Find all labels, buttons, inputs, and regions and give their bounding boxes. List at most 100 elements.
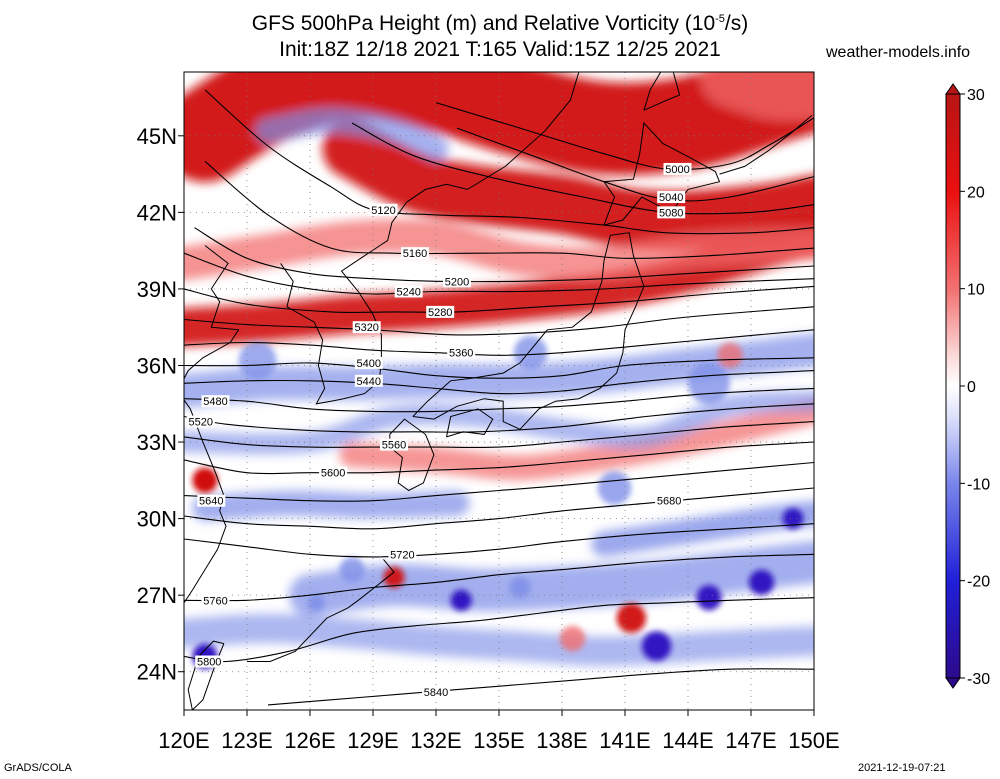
coastline-korea-west (280, 201, 408, 405)
vorticity-cell-neg-7 (450, 589, 472, 611)
contour-label-bg (401, 247, 429, 260)
contour-5040 (456, 127, 814, 202)
contour-label-bg (369, 203, 398, 216)
contour-label: 5600 (319, 466, 348, 480)
vorticity-cell-neg-11 (238, 341, 277, 380)
title-line-2: Init:18Z 12/18 2021 T:165 Valid:15Z 12/2… (279, 38, 721, 61)
vorticity-cell-pos-17 (717, 342, 743, 368)
vorticity-band-pos-4 (700, 72, 814, 121)
colorbar-tick-label: 10 (967, 282, 985, 299)
contour-label: 5040 (657, 191, 686, 204)
contour-label-text: 5840 (424, 687, 448, 699)
contour-label-bg (426, 305, 455, 318)
contour-5320 (184, 306, 814, 336)
lat-tick-label: 36N (137, 353, 177, 378)
coastline-ryukyu (247, 559, 395, 662)
contour-5160 (204, 160, 814, 259)
contour-label: 5480 (201, 395, 230, 408)
contour-label: 5760 (201, 594, 230, 607)
vorticity-cell-neg-5 (339, 557, 365, 583)
contour-label-text: 5320 (354, 322, 378, 334)
lat-tick-label: 33N (137, 430, 177, 455)
colorbar-tick-label: -10 (967, 476, 990, 493)
lon-tick-label: 150E (788, 728, 839, 753)
contour-label-bg (447, 346, 476, 359)
lat-tick-label: 42N (137, 200, 177, 225)
colorbar-tick-label: -30 (967, 671, 990, 688)
contour-label-bg (443, 275, 471, 288)
contour-label-bg (352, 321, 381, 334)
vorticity-cell-neg-3 (696, 585, 722, 611)
contour-label-bg (195, 655, 224, 668)
contour-label-text: 5360 (449, 348, 473, 360)
contour-5520 (184, 403, 814, 433)
colorbar: 30 20 10 0 -10 -20 -30 (945, 83, 990, 689)
contour-label-bg (663, 162, 692, 175)
contour-5280 (184, 285, 814, 314)
contour-label-text: 5200 (445, 276, 469, 288)
contour-label: 5240 (394, 285, 423, 298)
vorticity-band-pos-3 (184, 219, 814, 281)
lon-tick-label: 138E (536, 728, 587, 753)
site-label[interactable]: weather-models.info (826, 44, 971, 61)
contour-5720 (184, 523, 814, 558)
vorticity-cell-neg-14 (513, 335, 548, 370)
contour-5360 (184, 329, 814, 356)
vorticity-cell-neg-4 (748, 569, 775, 596)
vorticity-cell-neg-8 (509, 577, 531, 598)
contour-label-bg (657, 191, 686, 204)
contour-5480 (184, 387, 814, 413)
vorticity-cell-neg-9 (307, 594, 325, 612)
contour-label: 5440 (354, 374, 383, 388)
colorbar-max-arrow (945, 83, 961, 95)
height-contours: 5000 5040 5080 5120 5160 5200 5240 5280 5320 5360… (184, 89, 814, 706)
contour-label: 5520 (186, 415, 215, 429)
coastline-russia-coast (406, 72, 580, 203)
contour-label: 5200 (443, 275, 471, 288)
vorticity-band-pos-7 (339, 398, 814, 481)
contour-label: 5160 (401, 247, 429, 260)
contour-5680 (184, 487, 814, 530)
contour-label: 5080 (657, 206, 686, 219)
vorticity-cell-neg-15 (688, 362, 730, 405)
contour-5840 (267, 668, 814, 706)
contour-5440 (184, 370, 814, 395)
contour-label: 5840 (422, 686, 450, 699)
colorbar-tick-label: -20 (967, 574, 990, 591)
vorticity-cell-pos-0 (192, 467, 218, 493)
lon-tick-label: 132E (410, 728, 461, 753)
vorticity-band-pos-1 (322, 119, 814, 250)
map-title: GFS 500hPa Height (m) and Relative Vorti… (0, 6, 1000, 63)
contour-5400 (184, 357, 814, 379)
coastline-taiwan (187, 640, 225, 710)
contour-label: 5000 (663, 162, 692, 176)
contour-label-text: 5440 (357, 376, 381, 388)
contour-label-text: 5800 (197, 657, 221, 669)
contour-label-text: 5160 (403, 248, 427, 260)
contour-label-text: 5400 (357, 358, 381, 370)
coastline-japan-hokkaido (603, 121, 721, 226)
contour-label-text: 5520 (189, 417, 213, 429)
contour-5640 (184, 461, 814, 502)
contour-label-bg (354, 356, 383, 369)
contour-5240 (184, 252, 814, 295)
contour-label-bg (422, 686, 450, 699)
vorticity-cell-pos-6 (383, 566, 405, 588)
contour-5600 (184, 441, 814, 475)
contour-label-bg (201, 395, 230, 408)
contour-label-bg (655, 494, 684, 507)
colorbar-tick-label: 20 (967, 184, 985, 201)
contour-label-text: 5720 (390, 549, 414, 561)
contour-label: 5120 (369, 203, 398, 217)
contour-5000 (435, 102, 814, 171)
lon-tick-label: 123E (221, 728, 272, 753)
vorticity-band-neg-6 (255, 107, 449, 162)
vorticity-field (184, 72, 814, 670)
contour-label-bg (197, 494, 226, 507)
vorticity-cell-neg-12 (782, 508, 804, 530)
contour-label: 5360 (447, 346, 476, 360)
lon-tick-label: 135E (473, 728, 524, 753)
contour-label: 5320 (352, 321, 381, 334)
contour-label: 5800 (195, 655, 224, 669)
contour-label-bg (201, 594, 230, 607)
